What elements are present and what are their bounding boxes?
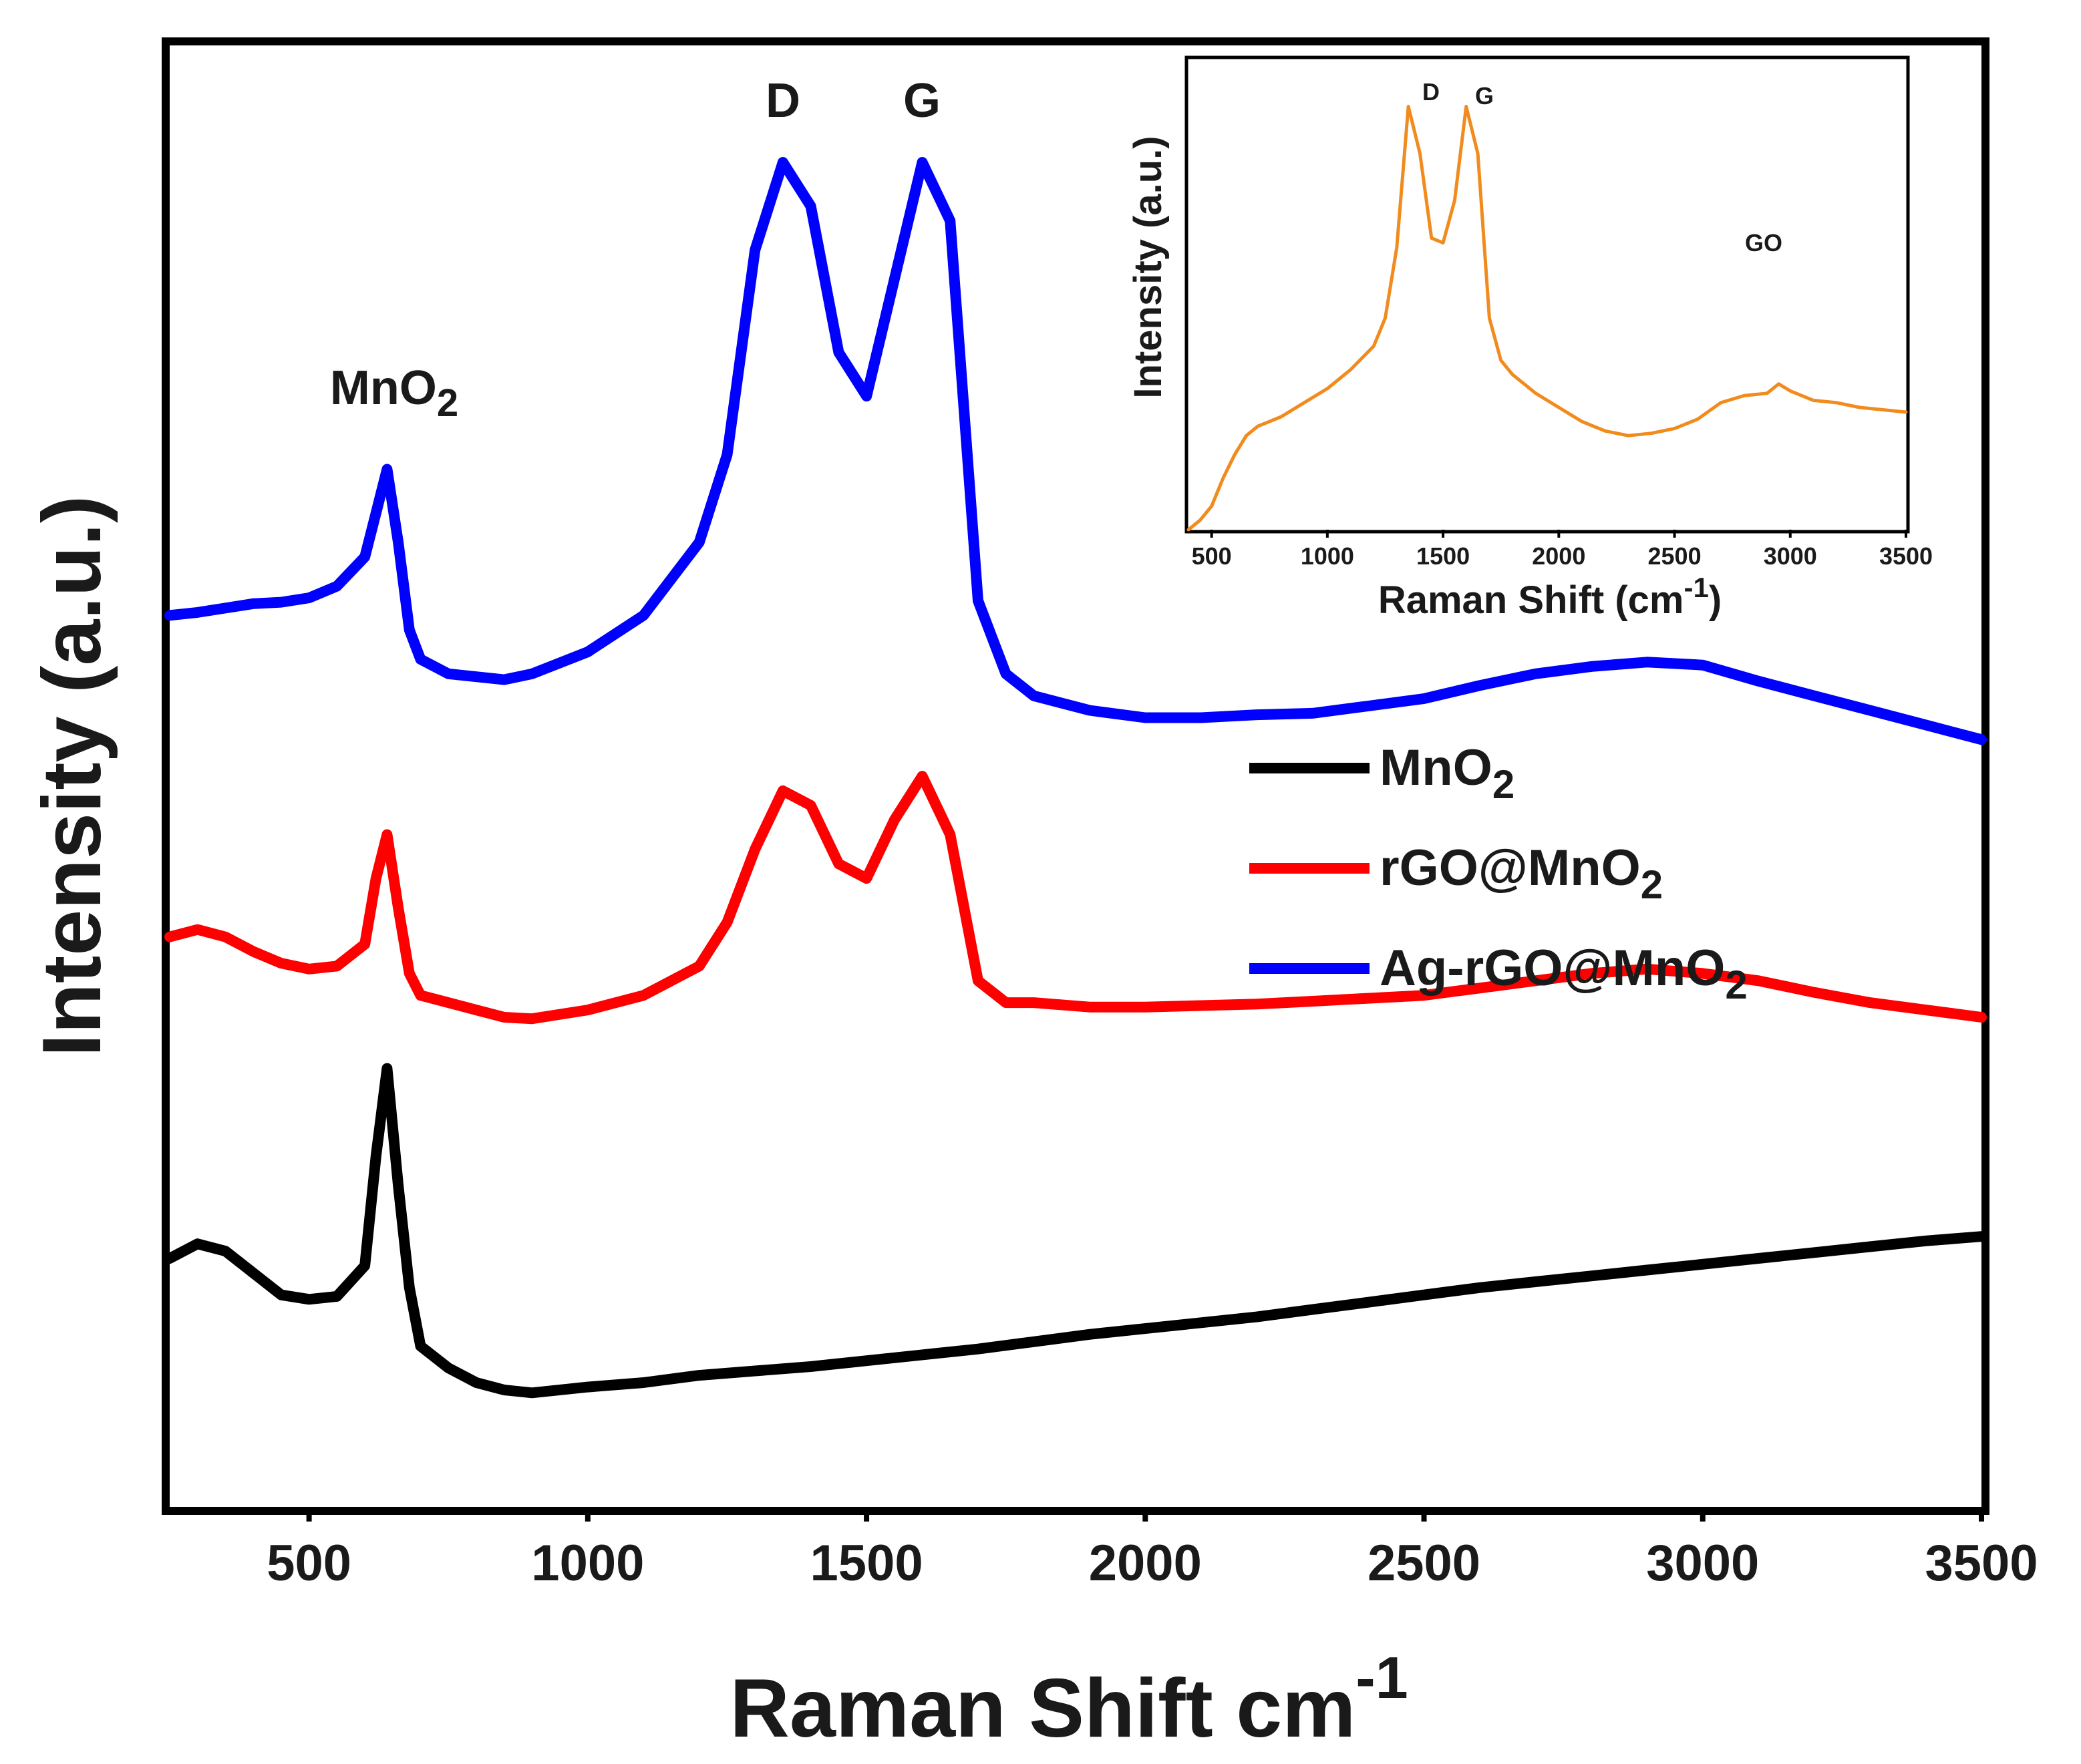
series-line-rgo-mno2 — [164, 771, 1987, 1025]
legend-label-mno2-text: MnO — [1380, 739, 1492, 796]
x-axis-title-text: Raman Shift cm — [730, 1662, 1355, 1755]
inset-x-tick-label-1000: 1000 — [1301, 542, 1354, 570]
inset-x-axis-title: Raman Shift (cm-1) — [1378, 572, 1722, 622]
series-line-mno2 — [164, 1063, 1987, 1399]
inset-annotation-d: D — [1422, 78, 1440, 106]
y-axis-title: Intensity (a.u.) — [26, 496, 118, 1057]
inset-y-axis-title: Intensity (a.u.) — [1126, 136, 1170, 398]
x-tick-label-500: 500 — [267, 1535, 351, 1592]
main-plot-frame — [162, 37, 1989, 1515]
inset-chart: 500 1000 1500 2000 2500 3000 3500 Intensity (a… — [1126, 55, 1933, 622]
legend-label-ag-rgo-mno2-sub: 2 — [1725, 962, 1747, 1007]
legend-label-rgo-mno2: rGO@MnO2 — [1380, 840, 1663, 907]
x-tick-label-1000: 1000 — [531, 1535, 644, 1592]
x-tick-label-1500: 1500 — [810, 1535, 923, 1592]
legend-label-ag-rgo-mno2: Ag-rGO@MnO2 — [1380, 940, 1748, 1007]
x-tick-label-3000: 3000 — [1646, 1535, 1759, 1592]
legend-label-ag-rgo-mno2-text: Ag-rGO@MnO — [1380, 940, 1725, 997]
inset-annotation-go: GO — [1745, 229, 1782, 256]
annotation-d-peak: D — [766, 74, 800, 128]
inset-series-line-go — [1186, 104, 1908, 532]
inset-x-tick-label-3500: 3500 — [1879, 542, 1933, 570]
legend: MnO2 rGO@MnO2 Ag-rGO@MnO2 — [1249, 739, 1748, 1007]
annotation-g-peak: G — [903, 74, 941, 128]
inset-x-axis-title-superscript: -1 — [1684, 572, 1708, 603]
main-series-group — [164, 157, 1987, 1399]
inset-x-tick-label-2000: 2000 — [1532, 542, 1585, 570]
annotation-mno2: MnO2 — [330, 361, 458, 425]
x-tick-label-2500: 2500 — [1368, 1535, 1480, 1592]
inset-background — [1186, 57, 1908, 532]
x-axis-title: Raman Shift cm-1 — [730, 1644, 1408, 1755]
main-x-ticks: 500 1000 1500 2000 2500 3000 3500 — [267, 1507, 2038, 1592]
inset-plot-frame — [1184, 55, 1910, 534]
legend-label-rgo-mno2-text: rGO@MnO — [1380, 840, 1641, 896]
x-axis-title-superscript: -1 — [1355, 1644, 1408, 1711]
inset-series-group — [1186, 104, 1908, 532]
x-tick-label-2000: 2000 — [1089, 1535, 1202, 1592]
inset-x-axis-title-close: ) — [1709, 578, 1722, 622]
inset-x-tick-label-2500: 2500 — [1648, 542, 1702, 570]
inset-annotation-g: G — [1475, 82, 1494, 110]
series-line-ag-rgo-mno2 — [164, 157, 1987, 745]
inset-x-tick-label-3000: 3000 — [1764, 542, 1817, 570]
inset-x-ticks: 500 1000 1500 2000 2500 3000 3500 — [1192, 530, 1933, 570]
x-tick-label-3500: 3500 — [1925, 1535, 2038, 1592]
annotation-mno2-sub: 2 — [437, 381, 458, 425]
inset-x-tick-label-500: 500 — [1192, 542, 1232, 570]
inset-x-axis-title-text: Raman Shift (cm — [1378, 578, 1684, 622]
legend-label-mno2-sub: 2 — [1492, 762, 1514, 807]
legend-label-mno2: MnO2 — [1380, 739, 1514, 807]
inset-x-tick-label-1500: 1500 — [1416, 542, 1470, 570]
legend-label-rgo-mno2-sub: 2 — [1641, 862, 1663, 907]
annotation-mno2-text: MnO — [330, 361, 437, 415]
